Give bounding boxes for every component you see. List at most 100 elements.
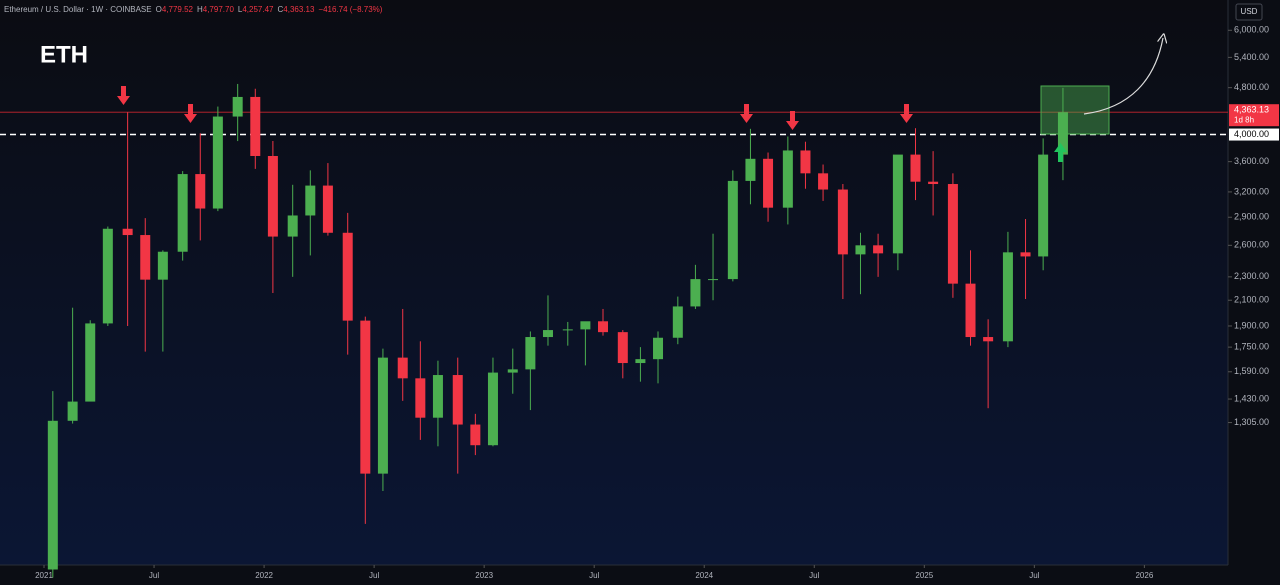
x-tick-label: 2023	[475, 571, 493, 580]
candle-body	[1002, 252, 1013, 342]
candle-body	[507, 369, 518, 373]
candle-body	[653, 337, 664, 360]
x-tick-label: Jul	[369, 571, 379, 580]
candle-body	[140, 235, 151, 280]
price-tag-label: 4,363.13	[1234, 105, 1269, 115]
down-arrow	[786, 111, 799, 130]
candle-body	[727, 180, 738, 280]
candle-body	[617, 332, 628, 364]
change: −416.74 (−8.73%)	[318, 5, 382, 14]
x-tick-label: 2024	[695, 571, 713, 580]
candle-body	[1020, 252, 1031, 257]
y-tick-label: 3,200.00	[1234, 186, 1269, 196]
candle-body	[580, 321, 591, 330]
candle-body	[212, 116, 223, 209]
candle-body	[782, 150, 793, 208]
candle-body	[690, 279, 701, 307]
candle-body	[322, 185, 333, 233]
candle-body	[67, 401, 78, 421]
support-tag-label: 4,000.00	[1234, 129, 1269, 139]
candle-body	[525, 337, 536, 370]
candle-body	[910, 154, 921, 182]
y-tick-label: 2,900.00	[1234, 212, 1269, 222]
x-tick-label: 2025	[915, 571, 933, 580]
candle-body	[708, 279, 719, 281]
plot-area	[0, 0, 1228, 565]
candle-body	[360, 320, 371, 474]
x-tick-label: 2022	[255, 571, 273, 580]
y-tick-label: 2,100.00	[1234, 295, 1269, 305]
candle-body	[487, 372, 498, 446]
candle-body	[983, 337, 994, 342]
x-tick-label: 2021	[35, 571, 53, 580]
peak-arrows	[117, 86, 913, 130]
y-tick-label: 3,600.00	[1234, 156, 1269, 166]
y-tick-label: 1,305.00	[1234, 417, 1269, 427]
candle-body	[855, 245, 866, 255]
candle-body	[415, 378, 426, 418]
price-axis	[1228, 0, 1280, 585]
price-tag	[1229, 104, 1279, 127]
candle-body	[818, 173, 829, 190]
candle-body	[947, 184, 958, 284]
candle-body	[342, 232, 353, 321]
x-tick-label: Jul	[589, 571, 599, 580]
candle-body	[837, 189, 848, 255]
candle-body	[470, 424, 481, 446]
down-arrow	[900, 104, 913, 123]
candle-body	[267, 155, 278, 237]
high: 4,797.70	[203, 5, 235, 14]
marks	[0, 83, 1228, 578]
candle-body	[873, 245, 884, 254]
o: O	[156, 5, 162, 14]
candle-body	[928, 181, 939, 185]
y-tick-label: 2,300.00	[1234, 271, 1269, 281]
candle-body	[1038, 154, 1049, 257]
l: L	[238, 5, 243, 14]
close: 4,363.13	[283, 5, 315, 14]
candle-body	[287, 215, 298, 237]
candle-body	[635, 359, 646, 364]
x-tick-label: Jul	[149, 571, 159, 580]
h: H	[197, 5, 203, 14]
candle-body	[47, 420, 58, 570]
candle-body	[597, 321, 608, 333]
candle-body	[397, 357, 408, 379]
breakout-zone	[1040, 85, 1110, 135]
support-tag	[1229, 128, 1279, 141]
asset-label: ETH	[40, 41, 88, 68]
candle-body	[1057, 112, 1068, 155]
y-tick-label: 4,800.00	[1234, 82, 1269, 92]
candle-body	[452, 375, 463, 425]
low: 4,257.47	[242, 5, 274, 14]
candle-body	[305, 185, 316, 216]
x-tick-label: Jul	[809, 571, 819, 580]
candle-body	[763, 158, 774, 208]
y-tick-label: 1,430.00	[1234, 393, 1269, 403]
currency: USD	[1241, 7, 1258, 16]
candle-body	[85, 323, 96, 402]
candle-body	[892, 154, 903, 254]
down-arrow	[117, 86, 130, 105]
c: C	[277, 5, 283, 14]
projection-arrow	[1083, 38, 1163, 115]
candle-body	[157, 251, 168, 280]
down-arrow	[740, 104, 753, 123]
open: 4,779.52	[162, 5, 194, 14]
countdown: 1d 8h	[1234, 115, 1254, 124]
candle-body	[562, 329, 573, 331]
candle-body	[177, 174, 188, 252]
time-axis	[0, 565, 1228, 585]
up-arrow	[1054, 143, 1067, 162]
y-tick-label: 5,400.00	[1234, 52, 1269, 62]
candle-body	[250, 96, 261, 156]
currency-box	[1235, 3, 1263, 21]
candle-body	[122, 228, 133, 236]
candle-body	[102, 228, 113, 324]
y-tick-label: 1,590.00	[1234, 366, 1269, 376]
candle-body	[745, 158, 756, 181]
x-tick-label: Jul	[1029, 571, 1039, 580]
y-tick-label: 1,750.00	[1234, 341, 1269, 351]
